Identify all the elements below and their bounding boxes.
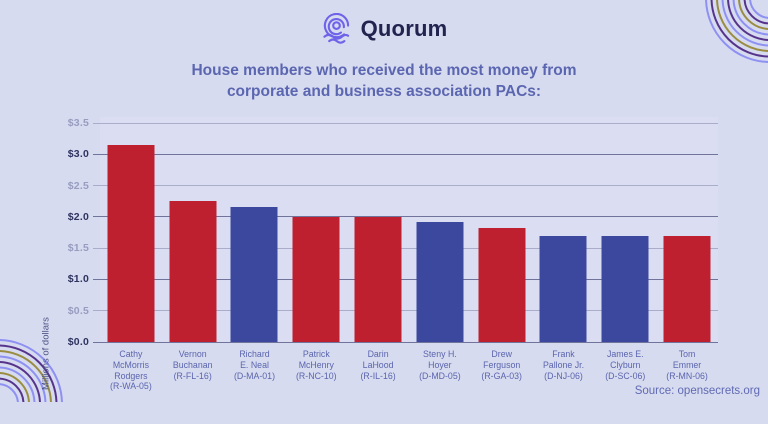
bar-8: [540, 236, 587, 342]
bars-row: [100, 123, 718, 342]
x-tick-label: Drew Ferguson (R-GA-03): [471, 349, 533, 392]
x-tick-label: Vernon Buchanan (R-FL-16): [162, 349, 224, 392]
y-tick-label: $0.5: [68, 305, 89, 317]
chart-title: House members who received the most mone…: [0, 60, 768, 102]
chart-title-line2: corporate and business association PACs:: [0, 81, 768, 102]
x-tick-label: Steny H. Hoyer (D-MD-05): [409, 349, 471, 392]
bar-6: [416, 222, 463, 342]
brand-header: Quorum: [0, 13, 768, 44]
bar-1: [107, 145, 154, 342]
brand-name: Quorum: [361, 16, 448, 42]
y-tick-label: $1.0: [68, 273, 89, 285]
bar-slot: [656, 123, 718, 342]
bar-slot: [533, 123, 595, 342]
x-axis: Cathy McMorris Rodgers (R-WA-05)Vernon B…: [100, 349, 718, 392]
x-tick-label: Darin LaHood (R-IL-16): [347, 349, 409, 392]
bar-slot: [471, 123, 533, 342]
bar-slot: [224, 123, 286, 342]
x-tick-label: James E. Clyburn (D-SC-06): [594, 349, 656, 392]
bar-slot: [162, 123, 224, 342]
bar-2: [169, 201, 216, 342]
bar-7: [478, 228, 525, 343]
bar-9: [602, 236, 649, 342]
bar-10: [664, 236, 711, 342]
bar-slot: [285, 123, 347, 342]
y-axis-title: Millions of dollars: [41, 284, 52, 424]
bar-3: [231, 207, 278, 342]
y-tick-label: $2.5: [68, 180, 89, 192]
y-tick-label: $2.0: [68, 211, 89, 223]
bar-slot: [100, 123, 162, 342]
chart-title-line1: House members who received the most mone…: [0, 60, 768, 81]
x-tick-label: Tom Emmer (R-MN-06): [656, 349, 718, 392]
y-tick-label: $3.5: [68, 117, 89, 129]
y-tick-label: $0.0: [68, 336, 89, 348]
bar-slot: [347, 123, 409, 342]
bar-slot: [409, 123, 471, 342]
y-axis: Millions of dollars $0.0$0.5$1.0$1.5$2.0…: [0, 123, 89, 342]
bar-5: [355, 217, 402, 342]
y-tick-label: $3.0: [68, 148, 89, 160]
bar-slot: [594, 123, 656, 342]
x-tick-label: Frank Pallone Jr. (D-NJ-06): [533, 349, 595, 392]
plot-area: [100, 123, 718, 342]
x-tick-label: Patrick McHenry (R-NC-10): [285, 349, 347, 392]
x-tick-label: Cathy McMorris Rodgers (R-WA-05): [100, 349, 162, 392]
bar-4: [293, 217, 340, 342]
x-tick-label: Richard E. Neal (D-MA-01): [224, 349, 286, 392]
quorum-spiral-icon: [321, 13, 352, 44]
y-tick-label: $1.5: [68, 242, 89, 254]
